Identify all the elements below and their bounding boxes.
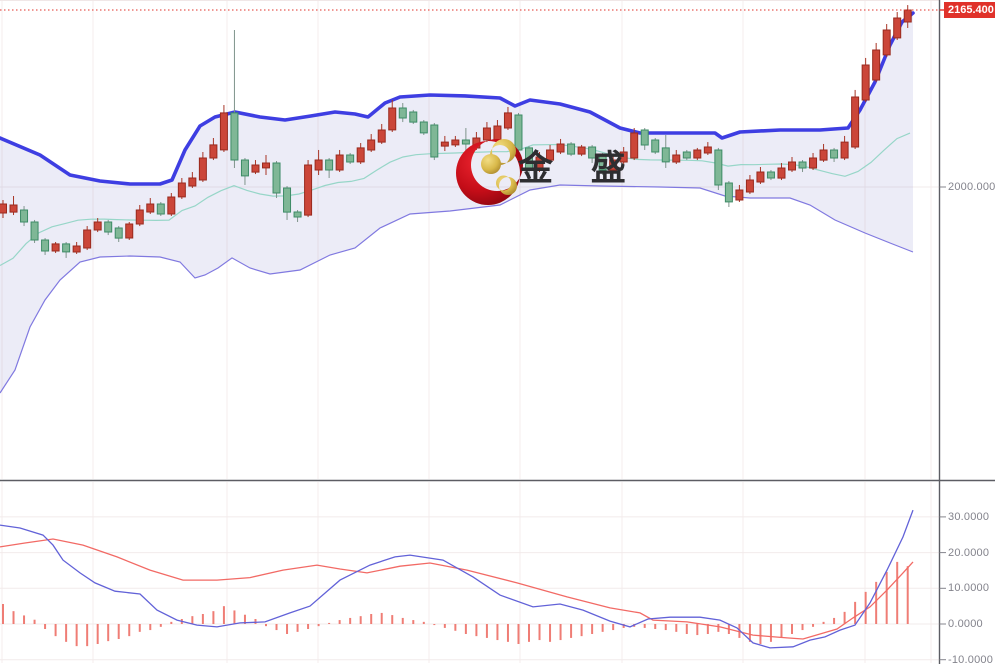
sub-axis-tick-label: 30.0000 [948,511,990,523]
candlestick-series [0,5,912,258]
oscillator-lines [0,509,914,649]
main-axis-tick-label: 2000.000 [948,181,995,193]
sub-axis-tick-label: 10.0000 [948,582,990,594]
sub-plot-area[interactable] [0,482,939,664]
sub-axis-tick-label: 0.0000 [948,618,983,630]
gridlines [0,0,939,663]
oscillator-histogram [2,561,909,647]
sub-axis-tick-label: -10.0000 [948,654,994,664]
band-lower-line [0,184,914,394]
band-overlay [0,11,915,394]
sub-axis-tick-label: 20.0000 [948,547,990,559]
fast-line [0,509,914,649]
band-fill [0,13,913,393]
watermark-logo-icon [456,139,523,205]
last-price-badge: 2165.400 [944,2,995,18]
band-middle-line [0,132,911,267]
band-upper-line [0,11,915,186]
main-plot-area[interactable] [0,0,939,480]
watermark-text: 金 盛 [518,149,640,188]
slow-line [0,538,914,640]
